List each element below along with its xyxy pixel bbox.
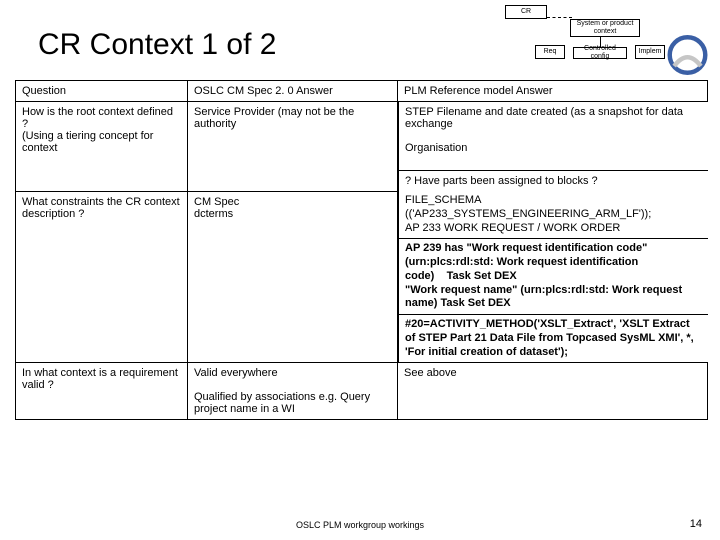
txt: Valid everywhere bbox=[194, 367, 278, 379]
cell: Valid everywhere Qualified by association… bbox=[188, 363, 398, 420]
table-header-row: Question OSLC CM Spec 2. 0 Answer PLM Re… bbox=[16, 81, 708, 102]
cell: What constraints the CR context descript… bbox=[16, 191, 188, 363]
footer-text: OSLC PLM workgroup workings bbox=[0, 520, 720, 530]
txt: How is the root context defined ? bbox=[22, 106, 173, 130]
diag-line bbox=[547, 17, 572, 18]
page-title: CR Context 1 of 2 bbox=[38, 28, 276, 62]
cell: #20=ACTIVITY_METHOD('XSLT_Extract', 'XSL… bbox=[399, 315, 708, 363]
txt: #20=ACTIVITY_METHOD('XSLT_Extract', 'XSL… bbox=[405, 318, 694, 358]
cell: See above bbox=[398, 363, 708, 420]
box-req: Req bbox=[535, 45, 565, 59]
col-plm: PLM Reference model Answer bbox=[398, 81, 708, 102]
table-row: How is the root context defined ?(Using … bbox=[16, 102, 708, 192]
txt: STEP Filename and date created (as a sna… bbox=[405, 106, 683, 130]
cell: In what context is a requirement valid ? bbox=[16, 363, 188, 420]
cell: FILE_SCHEMA (('AP233_SYSTEMS_ENGINEERING… bbox=[398, 191, 708, 363]
table-row: In what context is a requirement valid ?… bbox=[16, 363, 708, 420]
brand-logo bbox=[665, 35, 710, 75]
box-implem: Implem bbox=[635, 45, 665, 59]
col-question: Question bbox=[16, 81, 188, 102]
cell: CM Specdcterms bbox=[188, 191, 398, 363]
page-number: 14 bbox=[690, 518, 702, 530]
txt: "Work request name" (urn:plcs:rdl:std: W… bbox=[405, 284, 682, 310]
cell: FILE_SCHEMA (('AP233_SYSTEMS_ENGINEERING… bbox=[399, 191, 708, 239]
txt: (Using a tiering concept for context bbox=[22, 130, 153, 154]
txt: CM Spec bbox=[194, 196, 239, 208]
cell: STEP Filename and date created (as a sna… bbox=[398, 102, 708, 192]
cell: AP 239 has "Work request identification … bbox=[399, 239, 708, 315]
txt: dcterms bbox=[194, 208, 233, 220]
txt: AP 239 has "Work request identification … bbox=[405, 242, 647, 282]
box-cr: CR bbox=[505, 5, 547, 19]
txt: Task Set DEX bbox=[447, 270, 517, 282]
box-system-context: System or product context bbox=[570, 19, 640, 37]
txt: AP 233 WORK REQUEST / WORK ORDER bbox=[405, 222, 620, 234]
cell: How is the root context defined ?(Using … bbox=[16, 102, 188, 192]
cell: STEP Filename and date created (as a sna… bbox=[399, 102, 708, 171]
slide: CR Context 1 of 2 CR System or product c… bbox=[0, 0, 720, 540]
table-row: What constraints the CR context descript… bbox=[16, 191, 708, 363]
cr-diagram: CR System or product context Req Control… bbox=[440, 5, 700, 75]
cell: Service Provider (may not be the authori… bbox=[188, 102, 398, 192]
content-table: Question OSLC CM Spec 2. 0 Answer PLM Re… bbox=[15, 80, 708, 420]
cell: ? Have parts been assigned to blocks ? bbox=[399, 171, 708, 192]
txt: Qualified by associations e.g. Query pro… bbox=[194, 391, 370, 415]
diag-vline bbox=[600, 37, 601, 47]
txt: FILE_SCHEMA (('AP233_SYSTEMS_ENGINEERING… bbox=[405, 194, 651, 220]
txt: Organisation bbox=[405, 142, 467, 154]
box-controlled-config: Controlled config bbox=[573, 47, 627, 59]
col-oslc: OSLC CM Spec 2. 0 Answer bbox=[188, 81, 398, 102]
